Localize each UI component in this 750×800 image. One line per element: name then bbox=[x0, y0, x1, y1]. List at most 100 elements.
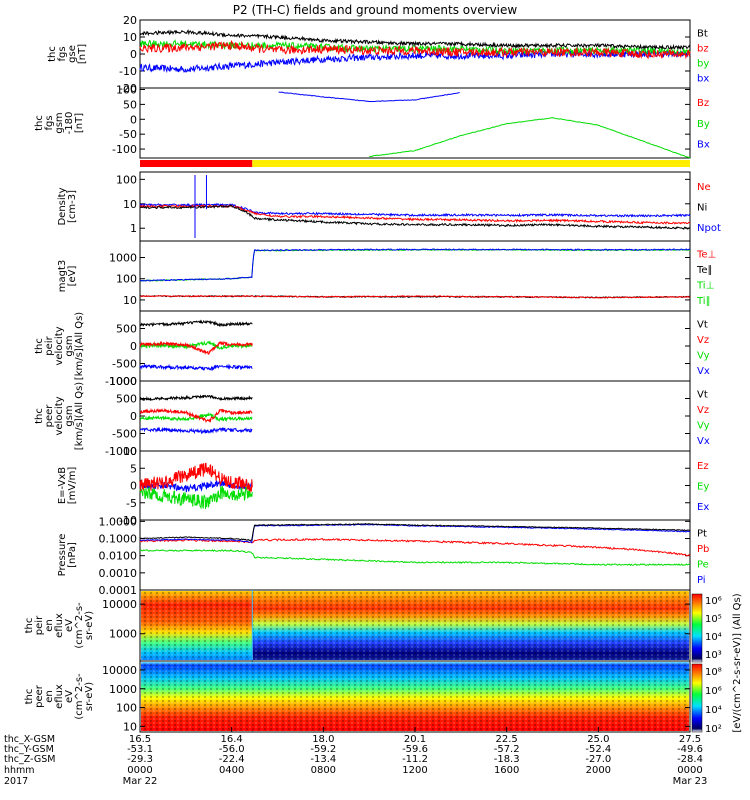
y-axis-label-line: [nT] bbox=[77, 44, 88, 64]
y-axis-label-line: [eV] bbox=[67, 266, 78, 287]
y-tick-label: 10 bbox=[123, 720, 137, 733]
panel-temp: magt3[eV] 1000 100 10 Te⊥ Te∥ Ti⊥ Ti∥ bbox=[57, 240, 716, 312]
y-axis-label-line: [km/s](All Qs) bbox=[74, 382, 85, 450]
y-tick-label: -1000 bbox=[105, 375, 137, 388]
x-tick-y: -53.1 bbox=[127, 744, 153, 755]
y-tick-label: 10 bbox=[123, 198, 137, 211]
y-axis-label-line: eV bbox=[64, 690, 75, 703]
panels-group: thcfgsgse[nT]20100-10-20Btbzbybxthcfgsgs… bbox=[24, 14, 721, 733]
x-tick-z: -11.2 bbox=[402, 754, 428, 765]
y-axis-label: thcfgsgsm-180[nT] bbox=[34, 112, 85, 135]
x-tick-z: -28.4 bbox=[677, 754, 703, 765]
series-pe bbox=[139, 548, 691, 567]
panel-fgs180: thcfgsgsm-180[nT] 100 50 0 -50 -100 Bz By Bx bbox=[34, 83, 710, 159]
panel-frame bbox=[139, 380, 691, 452]
y-axis-label-line: [km/s](All Qs) bbox=[74, 312, 85, 380]
series-npot bbox=[139, 202, 691, 218]
y-tick-label: 0.0001 bbox=[99, 584, 138, 597]
legend-by: by bbox=[697, 59, 709, 70]
y-axis-label-line: [nT] bbox=[74, 113, 85, 133]
y-tick-label: 1.0000 bbox=[99, 515, 138, 528]
x-tick-hhmm: 0000 bbox=[127, 765, 152, 776]
y-axis-label-line: fgs bbox=[57, 46, 68, 61]
x-tick-x: 25.0 bbox=[587, 734, 609, 745]
x-axis-row-label: thc_Z-GSM bbox=[4, 754, 55, 765]
x-tick-x: 18.0 bbox=[312, 734, 334, 745]
y-tick-label: -1000 bbox=[105, 445, 137, 458]
y-axis-label-line: eflux bbox=[54, 684, 65, 709]
series-vz bbox=[139, 340, 253, 355]
legend-Vt: Vt bbox=[697, 320, 708, 331]
legend-Ti∥: Ti∥ bbox=[696, 296, 711, 307]
y-axis-label-line: Density bbox=[57, 187, 68, 225]
colorbar-tick: 10² bbox=[705, 724, 722, 735]
y-tick-label: -500 bbox=[112, 358, 137, 371]
y-axis-label-line: peer bbox=[34, 684, 45, 708]
x-tick-hhmm: 1600 bbox=[494, 765, 519, 776]
legend-Vz: Vz bbox=[697, 405, 709, 416]
y-axis-label-line: sr-eV) bbox=[84, 611, 95, 640]
series-ti-perp bbox=[139, 248, 691, 282]
y-axis-label-line: en bbox=[44, 690, 55, 703]
y-tick-label: 10000 bbox=[102, 664, 137, 677]
legend-bx: bx bbox=[697, 74, 709, 85]
y-axis-label: Density[cm-3] bbox=[57, 187, 78, 225]
y-axis-label: thcpeirvelocitygsm[km/s](All Qs) bbox=[34, 312, 85, 380]
x-tick-x: 16.5 bbox=[129, 734, 151, 745]
series-vt bbox=[139, 319, 253, 328]
x-tick-z: -18.3 bbox=[494, 754, 520, 765]
legend-Ez: Ez bbox=[697, 461, 709, 472]
y-tick-label: -10 bbox=[119, 514, 137, 527]
legend-Vy: Vy bbox=[697, 421, 710, 432]
y-axis-label-line: (cm^2-s- bbox=[74, 602, 85, 649]
x-tick-date: Mar 22 bbox=[123, 776, 158, 787]
y-axis-label-line: gsm bbox=[54, 112, 65, 133]
y-tick-label: 10 bbox=[123, 31, 137, 44]
y-tick-label: 0 bbox=[130, 410, 137, 423]
y-axis-label-line: gse bbox=[67, 45, 78, 63]
series-pt bbox=[139, 523, 690, 541]
mode-segment bbox=[252, 160, 690, 167]
y-tick-label: 0 bbox=[130, 113, 137, 126]
y-axis-label-line: magt3 bbox=[57, 260, 68, 293]
y-tick-label: 0 bbox=[130, 480, 137, 493]
x-tick-y: -59.6 bbox=[402, 744, 428, 755]
legend-Bz: Bz bbox=[697, 98, 709, 109]
y-axis-label-line: fgs bbox=[44, 115, 55, 130]
y-tick-label: 1000 bbox=[109, 252, 137, 265]
y-tick-label: 0 bbox=[130, 340, 137, 353]
y-axis-label-line: thc bbox=[34, 115, 45, 131]
y-tick-label: 100 bbox=[116, 83, 137, 96]
y-tick-label: 100 bbox=[116, 273, 137, 286]
legend-Npot: Npot bbox=[697, 223, 721, 234]
y-tick-label: 1000 bbox=[109, 375, 137, 388]
y-axis-label-line: -180 bbox=[64, 112, 75, 135]
y-axis-label-line: en bbox=[44, 619, 55, 632]
x-axis-group: thc_X-GSMthc_Y-GSMthc_Z-GSMhhmm201716.5-… bbox=[4, 727, 707, 787]
y-axis-label-line: peir bbox=[44, 335, 55, 355]
panel-frame bbox=[139, 519, 691, 591]
legend-bz: bz bbox=[697, 44, 709, 55]
colorbar-tick: 10⁴ bbox=[705, 632, 722, 643]
y-tick-label: 0 bbox=[130, 48, 137, 61]
y-axis-label-line: eV bbox=[64, 619, 75, 632]
colorbar-tick: 10³ bbox=[705, 650, 722, 661]
y-axis-label-line: [cm-3] bbox=[67, 190, 78, 223]
y-tick-label: 50 bbox=[123, 98, 137, 111]
y-tick-label: 1 bbox=[130, 222, 137, 235]
colorbar-tick: 10⁵ bbox=[705, 614, 722, 625]
x-axis-row-label: 2017 bbox=[4, 776, 28, 787]
y-axis-label-line: eflux bbox=[54, 613, 65, 638]
x-tick-x: 16.4 bbox=[221, 734, 243, 745]
legend-Vz: Vz bbox=[697, 335, 709, 346]
y-tick-label: 20 bbox=[123, 14, 137, 27]
series-vt bbox=[139, 394, 253, 402]
y-axis-label-line: velocity bbox=[54, 326, 65, 365]
panel-pressure: Pressure[nPa] 1.0000 0.1000 0.0100 0.0010 0.0… bbox=[57, 515, 709, 597]
series-by bbox=[369, 117, 691, 159]
legend-Pi: Pi bbox=[697, 575, 706, 586]
y-tick-label: 0.1000 bbox=[99, 533, 138, 546]
